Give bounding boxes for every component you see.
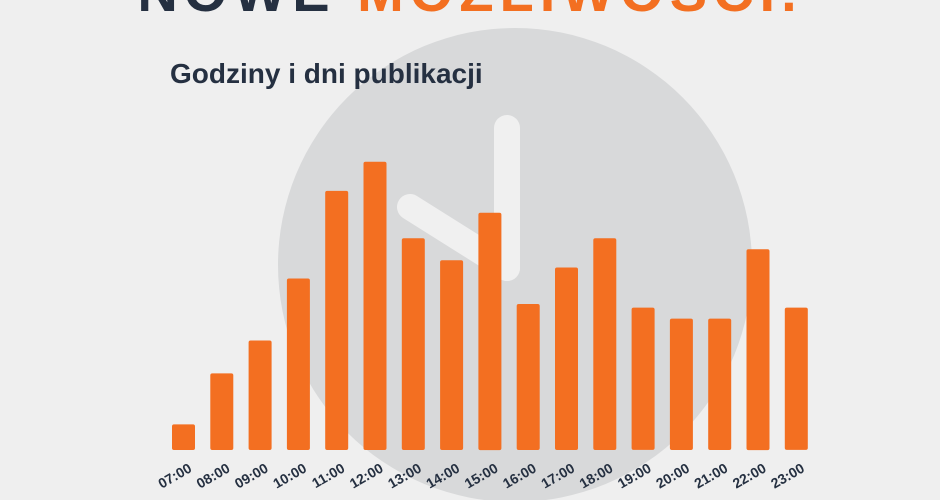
- tick-label-1100: 11:00: [309, 460, 348, 491]
- header-title-part-1: NOWE: [137, 0, 335, 23]
- bars-group: [172, 161, 808, 451]
- bar-1700: [555, 267, 578, 450]
- bar-1300: [401, 238, 425, 450]
- bar-1500: [478, 212, 502, 451]
- chart-title: Godziny i dni publikacji: [170, 58, 483, 89]
- bar-1000: [286, 278, 310, 450]
- tick-label-1200: 12:00: [347, 460, 386, 492]
- bar-1200: [363, 161, 387, 450]
- bar-0700: [172, 424, 195, 450]
- bar-2300: [784, 307, 808, 450]
- tick-label-2000: 20:00: [653, 460, 692, 492]
- bar-2000: [669, 318, 693, 450]
- tick-label-2300: 23:00: [768, 460, 807, 492]
- bar-0900: [248, 340, 272, 450]
- header-title: NOWE MOŻLIWOŚCI.: [0, 0, 940, 20]
- tick-label-2200: 22:00: [730, 460, 769, 492]
- bar-1900: [631, 307, 655, 450]
- tick-label-0700: 07:00: [155, 460, 194, 492]
- bar-1400: [440, 260, 464, 450]
- tick-label-0900: 09:00: [232, 460, 271, 492]
- bar-1600: [516, 304, 540, 450]
- bar-1800: [593, 238, 617, 450]
- bar-1100: [325, 190, 349, 450]
- tick-label-1000: 10:00: [270, 460, 309, 492]
- bar-2200: [746, 249, 770, 451]
- bar-2100: [708, 318, 732, 450]
- header-title-part-2: MOŻLIWOŚCI.: [357, 0, 803, 23]
- tick-label-0800: 08:00: [193, 460, 232, 492]
- tick-label-2100: 21:00: [691, 460, 730, 492]
- bar-0800: [210, 373, 234, 450]
